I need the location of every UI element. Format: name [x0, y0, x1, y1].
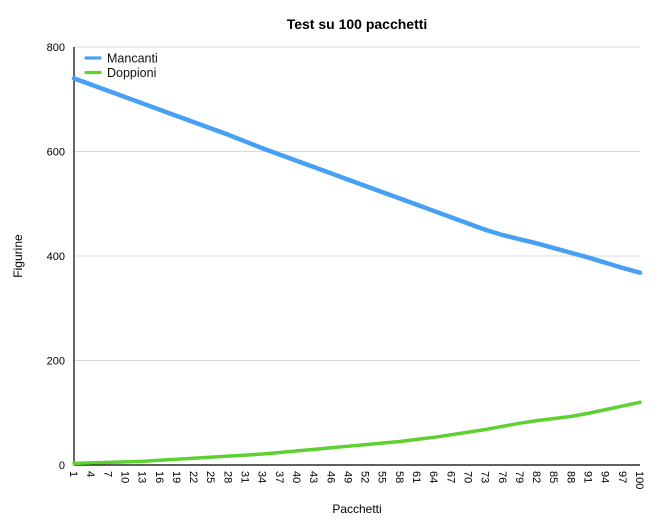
x-tick-label: 37	[273, 471, 285, 483]
x-axis-title: Pacchetti	[332, 502, 381, 516]
x-tick-label: 7	[101, 471, 113, 477]
y-tick-label: 800	[47, 42, 65, 54]
legend-label-mancanti: Mancanti	[107, 52, 158, 66]
x-tick-label: 43	[307, 471, 319, 483]
x-tick-label: 31	[239, 471, 251, 483]
x-tick-label: 46	[324, 471, 336, 483]
x-tick-label: 22	[187, 471, 199, 483]
x-tick-label: 85	[547, 471, 559, 483]
doppioni-line	[72, 400, 642, 466]
x-tick-label: 97	[616, 471, 628, 483]
x-tick-label: 100	[633, 471, 645, 489]
x-tick-label: 64	[427, 471, 439, 483]
x-tick-label: 88	[564, 471, 576, 483]
x-tick-label: 13	[136, 471, 148, 483]
x-tick-label: 40	[290, 471, 302, 483]
y-tick-label: 400	[47, 251, 65, 263]
mancanti-line	[71, 76, 643, 275]
y-tick-label: 200	[47, 356, 65, 368]
x-tick-label: 61	[410, 471, 422, 483]
x-tick-label: 4	[84, 471, 96, 477]
x-tick-label: 94	[599, 471, 611, 483]
x-tick-label: 82	[530, 471, 542, 483]
axes-layer	[73, 47, 640, 466]
x-tick-label: 52	[359, 471, 371, 483]
x-tick-label: 49	[341, 471, 353, 483]
x-tick-label: 1	[67, 471, 79, 477]
x-tick-label: 79	[513, 471, 525, 483]
y-tick-label: 600	[47, 147, 65, 159]
tick-labels-layer: 0 200 400 600 800 1 4 7 10 13 16 19 22 25 28 31 34 37 40 43…	[47, 42, 645, 489]
x-tick-label: 70	[461, 471, 473, 483]
x-tick-label: 16	[153, 471, 165, 483]
chart-title: Test su 100 pacchetti	[287, 16, 428, 32]
series-layer	[71, 76, 643, 466]
x-tick-label: 55	[376, 471, 388, 483]
x-tick-label: 34	[256, 471, 268, 483]
legend-label-doppioni: Doppioni	[107, 66, 156, 80]
y-tick-label: 0	[59, 460, 65, 472]
x-tick-label: 76	[496, 471, 508, 483]
y-axis-title: Figurine	[11, 234, 25, 278]
x-tick-label: 67	[444, 471, 456, 483]
grid-layer	[74, 46, 640, 361]
x-tick-label: 19	[170, 471, 182, 483]
x-tick-label: 10	[118, 471, 130, 483]
x-tick-label: 91	[582, 471, 594, 483]
x-tick-label: 58	[393, 471, 405, 483]
x-tick-label: 28	[221, 471, 233, 483]
x-tick-label: 25	[204, 471, 216, 483]
x-tick-label: 73	[479, 471, 491, 483]
